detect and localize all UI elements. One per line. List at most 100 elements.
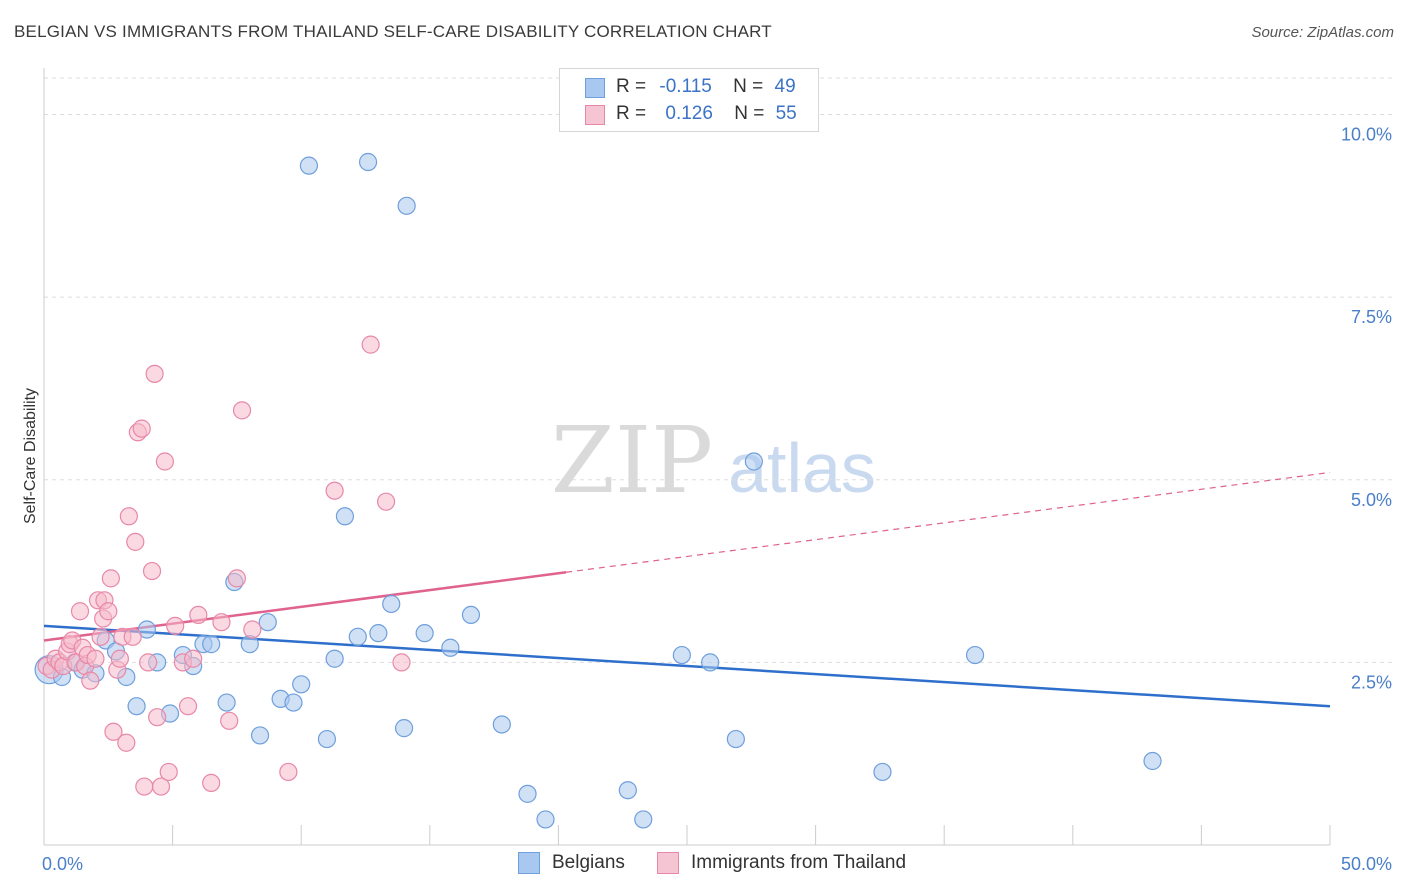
belgians-point	[299, 156, 319, 175]
thailand-point	[99, 602, 118, 621]
belgians-point	[292, 675, 311, 694]
thailand-point	[392, 653, 411, 672]
legend-r-label: R =	[616, 103, 647, 124]
gridlines	[44, 77, 1392, 663]
belgians-point	[618, 781, 637, 800]
source-label: Source: ZipAtlas.com	[1251, 24, 1394, 41]
thailand-point	[132, 419, 151, 438]
thailand-point	[325, 481, 344, 500]
thailand-point	[279, 762, 298, 782]
thailand-point	[142, 561, 162, 581]
belgians-point	[284, 693, 303, 712]
y-axis-label: Self-Care Disability	[22, 388, 39, 524]
belgians-point	[461, 605, 481, 625]
belgians-point	[441, 638, 460, 657]
correlation-legend: R = -0.115 N = 49 R = 0.126 N = 55	[559, 68, 819, 132]
y-tick-label: 5.0%	[1351, 490, 1392, 510]
belgians-point	[348, 627, 367, 646]
thailand-point	[70, 602, 90, 621]
thailand-point	[123, 627, 142, 646]
thailand-point	[86, 649, 105, 668]
legend-swatch-pink	[585, 105, 605, 125]
x-tick-label: 0.0%	[42, 854, 83, 874]
thailand-point	[159, 762, 178, 782]
thailand-point	[184, 649, 203, 668]
thailand-point	[212, 613, 231, 632]
belgians-point	[369, 624, 388, 643]
bottom-legend-swatch-pink	[657, 852, 679, 874]
bottom-legend-swatch-blue	[518, 852, 540, 874]
belgians-point	[536, 810, 555, 829]
thailand-point	[155, 452, 174, 471]
legend-r-value: -0.115	[659, 76, 712, 97]
thailand-point	[148, 708, 167, 727]
belgians-point	[358, 152, 378, 172]
thailand-point	[139, 653, 158, 672]
x-tick-label: 50.0%	[1341, 854, 1392, 874]
thailand-point	[178, 697, 198, 716]
legend-swatch-blue	[585, 78, 605, 98]
y-tick-label: 7.5%	[1351, 307, 1392, 327]
watermark-zip: ZIP	[551, 407, 713, 514]
y-tick-label: 10.0%	[1341, 125, 1392, 145]
thailand-point	[110, 649, 129, 668]
y-tick-label: 2.5%	[1351, 672, 1392, 692]
belgians-point	[250, 726, 270, 745]
y-tick-labels: 2.5% 5.0% 7.5% 10.0%	[1341, 125, 1392, 693]
thailand-point	[145, 364, 164, 383]
thailand-point	[104, 722, 123, 741]
legend-n-label: N =	[733, 76, 764, 97]
thailand-point	[117, 733, 136, 752]
bottom-legend-label-thailand: Immigrants from Thailand	[691, 852, 907, 873]
trend-line-solid	[43, 624, 1331, 708]
thailand-point	[151, 777, 171, 796]
belgians-point	[127, 697, 146, 716]
belgians-point	[137, 620, 156, 639]
belgians-point	[382, 594, 401, 614]
thailand-point	[243, 620, 262, 639]
belgians-point	[1143, 751, 1162, 771]
belgians-point	[672, 645, 691, 665]
chart-title: BELGIAN VS IMMIGRANTS FROM THAILAND SELF…	[14, 22, 772, 41]
belgians-point	[518, 784, 537, 803]
legend-n-value: 49	[774, 76, 796, 97]
belgians-point	[202, 635, 221, 654]
legend-n-value: 55	[775, 103, 797, 124]
thailand-point	[166, 616, 185, 635]
thailand-point	[232, 401, 252, 420]
thailand-point	[91, 627, 110, 646]
belgians-point	[726, 729, 745, 749]
thailand-point	[361, 335, 380, 354]
belgians-point	[965, 645, 985, 665]
belgians-point	[415, 624, 434, 643]
legend-n-label: N =	[734, 103, 765, 124]
bottom-legend-label-belgians: Belgians	[552, 852, 625, 873]
bottom-legend-thailand: Immigrants from Thailand	[657, 852, 906, 874]
watermark: ZIP atlas	[551, 407, 876, 514]
belgians-point	[744, 452, 763, 471]
belgians-point	[325, 649, 344, 668]
thailand-points	[37, 335, 411, 796]
belgians-point	[394, 719, 414, 738]
belgians-point	[317, 729, 337, 749]
bottom-legend-belgians: Belgians	[518, 852, 625, 874]
thailand-point	[81, 671, 100, 690]
belgians-point	[217, 693, 236, 712]
legend-r-label: R =	[616, 76, 647, 97]
belgians-point	[492, 715, 511, 734]
trend-line-dashed	[566, 471, 1331, 573]
belgians-point	[397, 196, 416, 215]
belgians-point	[701, 653, 720, 672]
belgians-point	[873, 762, 892, 782]
belgians-point	[634, 810, 653, 829]
thailand-point	[119, 507, 138, 526]
thailand-point	[101, 569, 120, 588]
belgians-point	[335, 507, 355, 526]
thailand-point	[135, 777, 154, 796]
thailand-point	[220, 711, 239, 730]
thailand-point	[227, 569, 246, 588]
x-tick-labels: 0.0% 50.0%	[42, 854, 1392, 874]
x-ticks	[43, 825, 1331, 845]
belgians-point	[258, 613, 277, 632]
